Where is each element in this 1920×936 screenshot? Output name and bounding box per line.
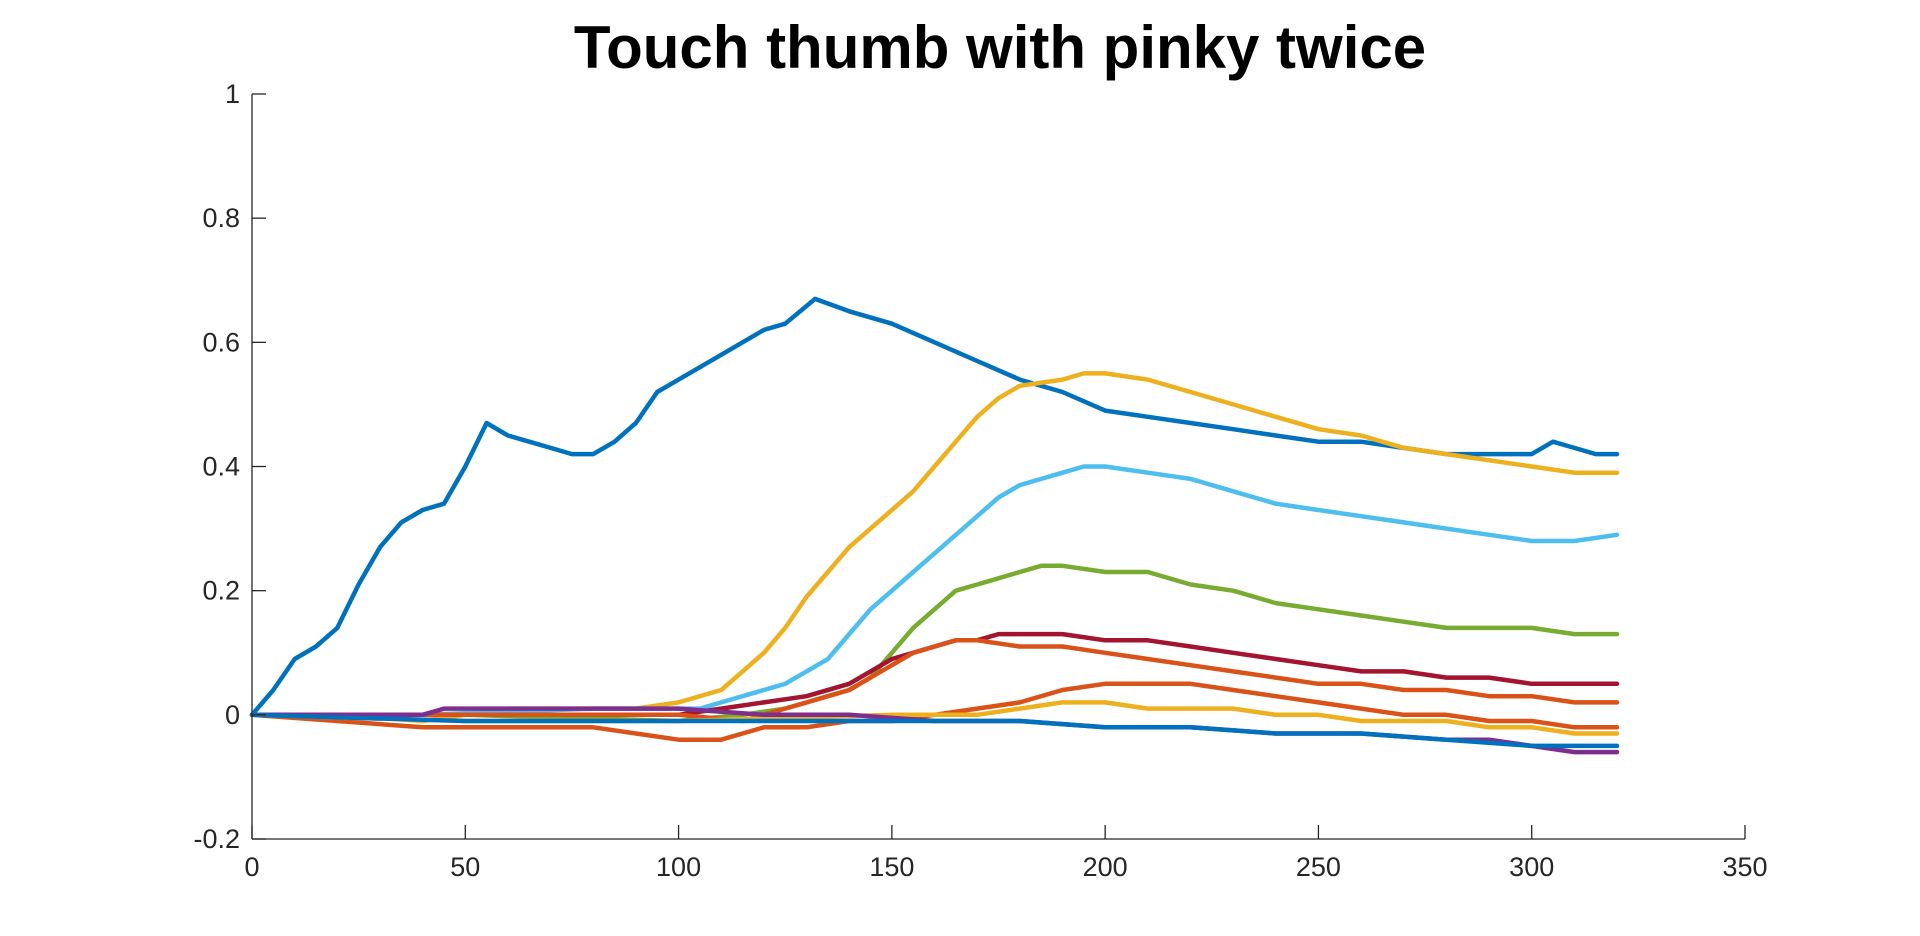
x-tick-label: 0 xyxy=(244,852,259,882)
series-line-6 xyxy=(249,638,1620,724)
y-ticks: -0.2 0 0.2 0.4 0.6 0.8 1 xyxy=(193,79,266,854)
y-tick-label: 1 xyxy=(225,79,240,109)
x-tick-label: 150 xyxy=(869,852,914,882)
x-tick-label: 200 xyxy=(1083,852,1128,882)
x-tick-label: 250 xyxy=(1296,852,1341,882)
x-tick-label: 350 xyxy=(1722,852,1767,882)
y-tick-label: -0.2 xyxy=(193,824,240,854)
series-line-10 xyxy=(249,712,1620,749)
series-line-8 xyxy=(249,700,1620,736)
y-tick-label: 0 xyxy=(225,700,240,730)
series-layer xyxy=(249,296,1620,755)
chart-title: Touch thumb with pinky twice xyxy=(574,14,1426,81)
y-tick-label: 0.6 xyxy=(202,327,240,357)
series-line-5 xyxy=(249,631,1620,718)
series-line-3 xyxy=(249,464,1620,718)
series-line-2 xyxy=(249,371,1620,724)
series-line-4 xyxy=(249,563,1620,724)
x-tick-label: 50 xyxy=(450,852,480,882)
series-line-1 xyxy=(249,296,1620,718)
x-tick-label: 300 xyxy=(1509,852,1554,882)
x-ticks: 0 50 100 150 200 250 300 350 xyxy=(244,825,1768,882)
y-tick-label: 0.8 xyxy=(202,203,240,233)
y-tick-label: 0.4 xyxy=(202,452,240,482)
plot-area: 0 50 100 150 200 250 300 350 -0.200.20.40.60.81 xyxy=(193,79,1767,882)
series-line-7 xyxy=(249,681,1620,742)
y-tick-label: 0.2 xyxy=(202,576,240,606)
x-tick-label: 100 xyxy=(656,852,701,882)
